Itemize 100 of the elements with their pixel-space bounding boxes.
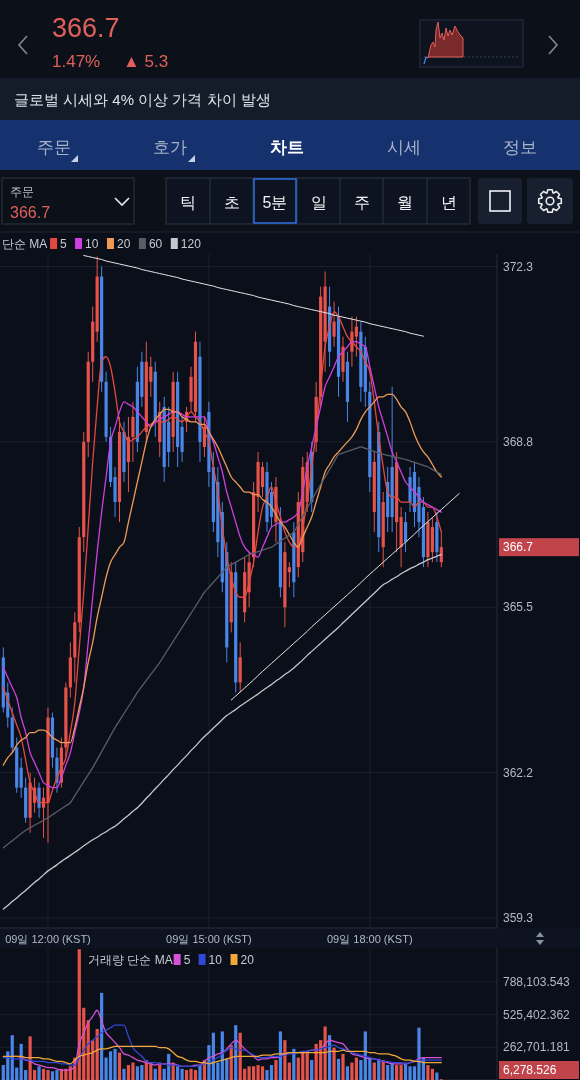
line-series bbox=[2, 446, 442, 849]
bar bbox=[176, 1066, 180, 1080]
y-tick-label: 525,402.362 bbox=[503, 1007, 571, 1022]
bar bbox=[350, 1062, 354, 1080]
bar bbox=[55, 1070, 59, 1080]
y-tick-label: 788,103.543 bbox=[503, 975, 571, 990]
bar bbox=[126, 1065, 131, 1080]
bar bbox=[296, 1057, 300, 1080]
bar bbox=[41, 1068, 46, 1080]
y-tick-label: 262,701.181 bbox=[503, 1040, 571, 1055]
text: 호가 bbox=[153, 138, 187, 157]
candlestick bbox=[354, 316, 358, 358]
bar bbox=[395, 1065, 399, 1080]
bar bbox=[310, 1060, 314, 1080]
text: 1.47% bbox=[52, 52, 101, 71]
candlestick bbox=[19, 757, 23, 799]
y-tick-label: 359.3 bbox=[503, 911, 534, 926]
text: 정보 bbox=[503, 138, 537, 157]
text: 주문 bbox=[37, 138, 71, 157]
text: 주 bbox=[353, 194, 370, 211]
text: 글로벌 시세와 4% 이상 가격 차이 발생 bbox=[14, 91, 271, 108]
bar bbox=[359, 1060, 363, 1080]
legend-label: 10 bbox=[208, 953, 223, 967]
legend-title: 거래량 단순 MA bbox=[88, 953, 173, 967]
bar bbox=[260, 1066, 265, 1080]
bar bbox=[122, 1068, 126, 1080]
bar bbox=[336, 1058, 341, 1080]
legend-label: 5 bbox=[183, 953, 191, 967]
bar bbox=[430, 1068, 434, 1080]
x-tick-label: 09일 18:00 (KST) bbox=[327, 933, 413, 945]
legend-label: 60 bbox=[148, 237, 163, 251]
candlestick bbox=[350, 316, 354, 368]
legend-title: 단순 MA bbox=[2, 237, 48, 251]
bar bbox=[117, 1052, 122, 1080]
candlestick bbox=[287, 561, 291, 588]
bar bbox=[345, 1066, 350, 1080]
bar bbox=[278, 1031, 283, 1080]
text: ▲ 5.3 bbox=[123, 52, 169, 71]
x-tick-label: 09일 12:00 (KST) bbox=[5, 933, 91, 945]
line-series bbox=[230, 493, 460, 701]
candlestick bbox=[260, 461, 265, 498]
line-series bbox=[2, 393, 442, 766]
text: 틱 bbox=[180, 194, 196, 211]
bar bbox=[417, 1027, 421, 1080]
bar bbox=[256, 1065, 260, 1080]
line-series bbox=[2, 1045, 442, 1065]
y-tick-label: 362.2 bbox=[503, 765, 534, 780]
y-tick-label: 368.8 bbox=[503, 435, 534, 450]
legend-label: 120 bbox=[180, 237, 202, 251]
bar bbox=[426, 1065, 430, 1080]
text: 초 bbox=[223, 194, 240, 211]
x-tick-label: 09일 15:00 (KST) bbox=[166, 933, 252, 945]
text: 5분 bbox=[262, 194, 288, 211]
text: 6,278.526 bbox=[503, 1063, 557, 1078]
legend-label: 20 bbox=[240, 953, 255, 967]
text: 년 bbox=[440, 194, 457, 211]
bar bbox=[140, 1065, 144, 1080]
bar bbox=[37, 1066, 41, 1080]
bar bbox=[332, 1047, 336, 1080]
bar bbox=[50, 1071, 55, 1080]
y-tick-label: 372.3 bbox=[503, 259, 534, 274]
text: 시세 bbox=[387, 138, 421, 157]
bar bbox=[10, 1035, 14, 1080]
bar bbox=[386, 1065, 390, 1080]
bar bbox=[46, 1070, 50, 1080]
bar bbox=[399, 1065, 403, 1080]
legend-label: 5 bbox=[60, 237, 68, 251]
bar bbox=[247, 1066, 251, 1080]
bar bbox=[113, 1048, 117, 1080]
text: 366.7 bbox=[503, 540, 534, 555]
bar bbox=[252, 1066, 256, 1080]
text: 일 bbox=[310, 194, 327, 211]
candlestick bbox=[37, 782, 41, 819]
bar bbox=[354, 1057, 358, 1080]
text: 월 bbox=[397, 194, 413, 211]
text: 366.7 bbox=[10, 204, 51, 221]
bar bbox=[131, 1062, 135, 1080]
bar bbox=[269, 1065, 274, 1080]
bar bbox=[198, 1065, 202, 1080]
bar bbox=[193, 1070, 198, 1080]
text: 366.7 bbox=[52, 13, 120, 43]
bar bbox=[135, 1066, 139, 1080]
text: 주문 bbox=[10, 186, 34, 198]
bar bbox=[108, 1051, 113, 1080]
bar bbox=[189, 1068, 193, 1080]
line-series bbox=[83, 255, 424, 337]
bar bbox=[287, 1062, 291, 1080]
legend-label: 10 bbox=[85, 237, 99, 251]
bar bbox=[184, 1070, 189, 1080]
bar bbox=[180, 1068, 184, 1080]
line-series bbox=[2, 1024, 442, 1067]
y-tick-label: 365.5 bbox=[503, 600, 534, 615]
bar bbox=[408, 1066, 412, 1080]
text: 차트 bbox=[270, 138, 304, 157]
bar bbox=[341, 1053, 345, 1080]
candlestick bbox=[131, 401, 135, 463]
legend-label: 20 bbox=[116, 237, 131, 251]
bar bbox=[305, 1052, 309, 1080]
bar bbox=[372, 1062, 376, 1080]
bar bbox=[153, 1068, 157, 1080]
